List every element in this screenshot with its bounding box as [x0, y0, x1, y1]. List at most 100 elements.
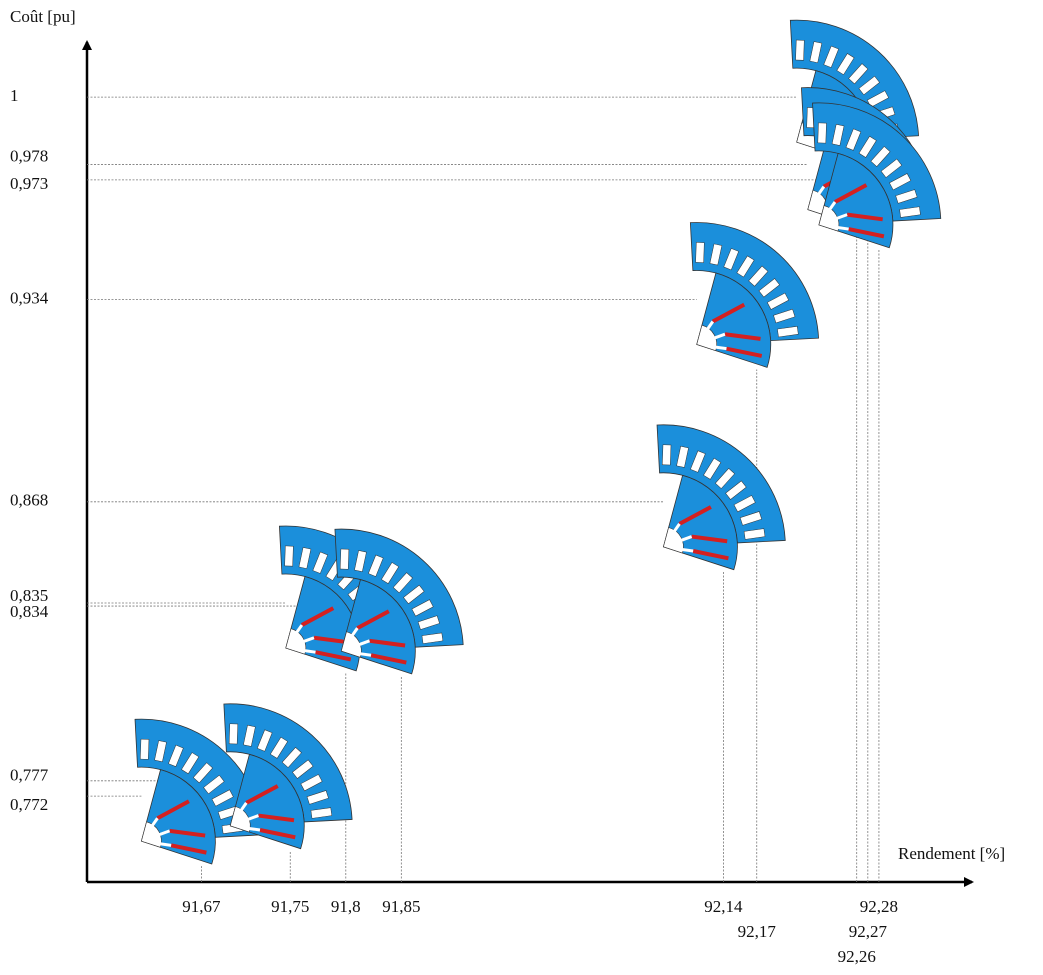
- slot: [269, 736, 289, 759]
- motor-design: [812, 102, 942, 249]
- slot: [739, 511, 762, 526]
- flux-barrier: [705, 320, 715, 332]
- slot: [676, 445, 689, 468]
- slot: [733, 495, 756, 513]
- y-tick-label: 0,772: [10, 795, 48, 814]
- magnet: [846, 212, 883, 222]
- y-tick-label: 1: [10, 86, 19, 105]
- slot: [870, 146, 891, 167]
- slot: [381, 562, 400, 584]
- y-tick-label: 0,834: [10, 602, 49, 621]
- slot: [211, 789, 234, 807]
- flux-barrier: [157, 829, 171, 837]
- magnet: [258, 813, 295, 823]
- slot: [421, 632, 444, 644]
- flux-barrier: [671, 523, 681, 534]
- flux-barrier: [827, 201, 837, 212]
- slot: [154, 740, 167, 763]
- flux-barrier: [149, 817, 159, 829]
- slot: [899, 206, 921, 218]
- slot: [709, 243, 723, 266]
- slot: [736, 255, 755, 278]
- flux-barrier: [816, 185, 826, 197]
- flux-barrier: [303, 649, 316, 654]
- x-tick-label: 92,17: [738, 922, 777, 941]
- flux-barrier: [681, 547, 694, 553]
- slot: [306, 790, 329, 805]
- magnet: [245, 784, 279, 805]
- magnet: [711, 302, 746, 324]
- slot: [748, 265, 769, 287]
- slot: [831, 124, 845, 146]
- x-tick-label: 92,27: [849, 922, 888, 941]
- slot: [281, 746, 302, 768]
- slot: [312, 551, 329, 574]
- magnet: [156, 799, 190, 820]
- slot: [403, 584, 425, 605]
- flux-barrier: [302, 636, 315, 644]
- slot: [766, 292, 790, 310]
- slot: [411, 599, 434, 617]
- slot: [354, 550, 367, 572]
- slot: [809, 41, 823, 64]
- magnet: [678, 505, 712, 526]
- motor-design: [656, 424, 786, 571]
- slot: [795, 39, 805, 61]
- magnet: [692, 549, 729, 561]
- slot: [723, 248, 739, 271]
- motor-design: [334, 528, 464, 675]
- slot: [284, 545, 294, 567]
- slot: [300, 774, 323, 792]
- flux-barrier: [714, 345, 727, 351]
- slot: [417, 615, 440, 630]
- slot: [292, 759, 314, 779]
- y-axis-label: Coût [pu]: [10, 7, 76, 26]
- slot: [773, 308, 796, 324]
- slot: [823, 45, 839, 68]
- slot: [743, 528, 766, 540]
- y-tick-label: 0,777: [10, 766, 49, 785]
- motor-design: [223, 703, 353, 850]
- slot: [777, 326, 799, 338]
- flux-barrier: [294, 624, 304, 636]
- y-tick-label: 0,835: [10, 586, 48, 605]
- flux-barrier: [836, 225, 849, 231]
- magnet: [315, 650, 352, 662]
- slot: [714, 467, 736, 489]
- slot: [848, 63, 869, 85]
- slot: [758, 278, 780, 298]
- slot: [339, 548, 350, 570]
- flux-barrier: [835, 213, 848, 221]
- slot: [858, 75, 880, 96]
- slot: [858, 135, 877, 158]
- y-tick-label: 0,973: [10, 174, 48, 193]
- x-tick-label: 91,67: [182, 897, 221, 916]
- slot: [203, 774, 225, 795]
- x-tick-label: 91,8: [331, 897, 361, 916]
- slot: [889, 173, 912, 191]
- magnet: [369, 638, 406, 648]
- slot: [725, 480, 747, 500]
- magnet: [169, 828, 206, 838]
- magnet: [356, 609, 390, 630]
- y-tick-label: 0,978: [10, 146, 48, 165]
- magnet: [726, 346, 763, 358]
- magnet: [848, 227, 885, 239]
- magnet: [370, 653, 407, 665]
- slot: [703, 457, 722, 480]
- slot: [192, 762, 213, 784]
- y-tick-label: 0,868: [10, 491, 48, 510]
- flux-barrier: [246, 814, 259, 822]
- magnet: [259, 828, 296, 840]
- x-tick-label: 91,75: [271, 897, 309, 916]
- flux-barrier: [238, 802, 248, 813]
- slot: [368, 554, 384, 577]
- x-tick-label: 91,85: [382, 897, 420, 916]
- motor-design: [689, 222, 820, 368]
- y-tick-label: 0,934: [10, 288, 49, 307]
- slot: [817, 122, 827, 144]
- flux-barrier: [679, 535, 693, 543]
- flux-barrier: [357, 639, 371, 647]
- x-axis-label: Rendement [%]: [898, 844, 1005, 863]
